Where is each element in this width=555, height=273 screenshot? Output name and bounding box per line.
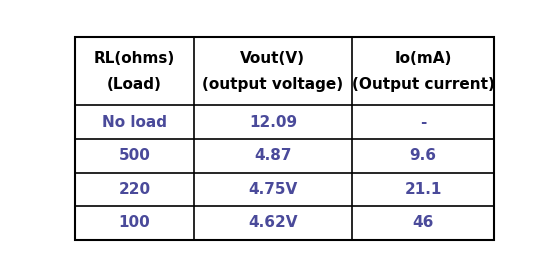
Text: 4.87: 4.87 bbox=[254, 148, 291, 163]
Text: 220: 220 bbox=[118, 182, 150, 197]
Text: 4.75V: 4.75V bbox=[248, 182, 297, 197]
Text: (Output current): (Output current) bbox=[351, 77, 495, 92]
Text: Vout(V): Vout(V) bbox=[240, 51, 305, 66]
Text: Io(mA): Io(mA) bbox=[394, 51, 452, 66]
Text: (Load): (Load) bbox=[107, 77, 162, 92]
Text: No load: No load bbox=[102, 114, 167, 129]
Text: 9.6: 9.6 bbox=[410, 148, 436, 163]
Text: 21.1: 21.1 bbox=[404, 182, 442, 197]
Text: -: - bbox=[420, 114, 426, 129]
Text: 100: 100 bbox=[118, 215, 150, 230]
Text: 46: 46 bbox=[412, 215, 433, 230]
Text: 4.62V: 4.62V bbox=[248, 215, 297, 230]
Text: 12.09: 12.09 bbox=[249, 114, 297, 129]
Text: RL(ohms): RL(ohms) bbox=[94, 51, 175, 66]
Text: (output voltage): (output voltage) bbox=[203, 77, 344, 92]
Text: 500: 500 bbox=[118, 148, 150, 163]
